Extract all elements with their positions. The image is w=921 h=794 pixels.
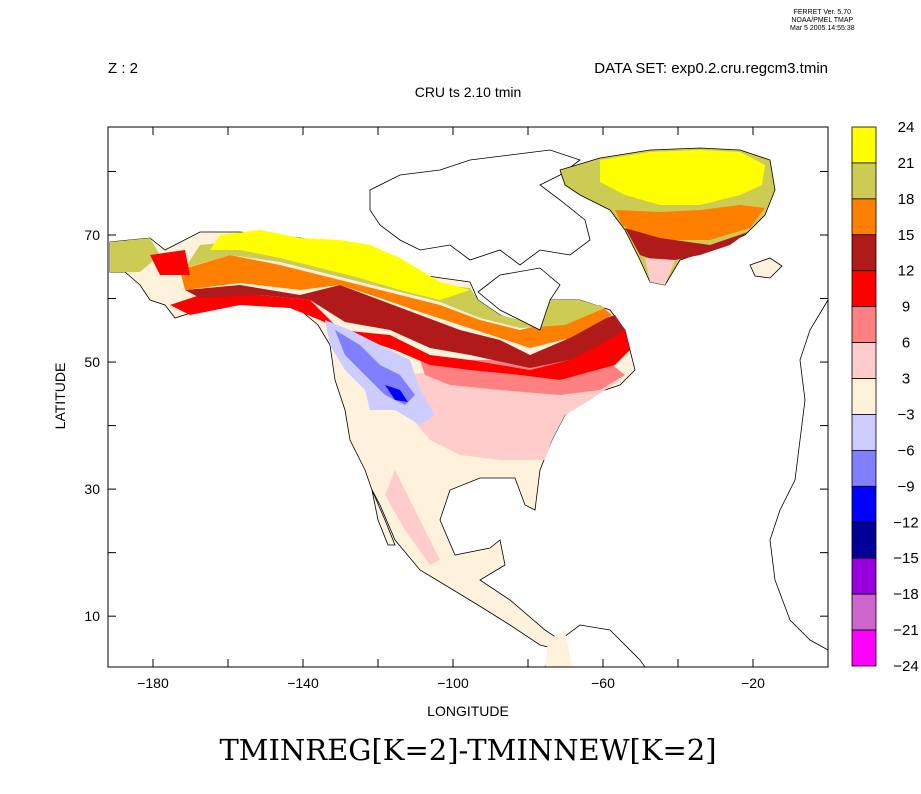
region-mexico-pink <box>385 470 440 565</box>
x-axis-label: LONGITUDE <box>427 703 509 719</box>
hudson-bay <box>477 267 561 331</box>
dataset-label: DATA SET: exp0.2.cru.regcm3.tmin <box>594 60 828 77</box>
org-line: NOAA/PMEL TMAP <box>791 17 854 24</box>
iceland <box>749 257 783 279</box>
colorbar-swatch <box>851 198 877 236</box>
date-line: Mar 5 2005 14:55:38 <box>790 25 855 32</box>
colorbar-swatch <box>851 234 877 272</box>
colorbar-label: −18 <box>893 586 918 603</box>
x-tick-label: −140 <box>287 675 319 691</box>
colorbar-label: 6 <box>902 335 910 352</box>
greenland-orange <box>615 205 765 240</box>
colorbar-label: 18 <box>898 191 915 208</box>
colorbar-swatch <box>851 593 877 631</box>
region-15-18 <box>180 255 612 348</box>
y-tick-label: 70 <box>84 227 100 243</box>
y-tick-label: 30 <box>84 481 100 497</box>
colorbar-swatch <box>851 342 877 379</box>
colorbar-label: 9 <box>902 299 910 316</box>
arctic-islands <box>369 149 591 266</box>
colorbar-swatch <box>851 414 877 451</box>
y-tick-label: 50 <box>84 354 100 370</box>
africa-europe <box>769 299 829 651</box>
z-level-label: Z : 2 <box>108 60 139 77</box>
colorbar-label: 24 <box>898 119 915 136</box>
colorbar-swatch <box>851 270 877 308</box>
version-line: FERRET Ver. 5.70 <box>793 9 852 16</box>
greenland-pink <box>645 258 675 285</box>
colorbar-swatch <box>851 485 877 523</box>
x-tick-label: −20 <box>741 675 765 691</box>
plot-frame <box>107 126 829 668</box>
x-tick-label: −180 <box>137 675 169 691</box>
greenland-yellow <box>600 150 765 205</box>
region-neg9-neg6 <box>385 385 408 402</box>
colorbar-label: 3 <box>902 371 910 388</box>
axis-ticks: −180 −140 −100 −60 −20 10 30 50 70 <box>84 127 828 691</box>
y-tick-label: 10 <box>84 608 100 624</box>
colorbar-swatch <box>851 629 877 667</box>
region-alaska-west <box>110 238 160 272</box>
colorbar-swatch <box>851 306 877 343</box>
region-alaska-west-red <box>150 250 190 275</box>
south-america-color <box>545 630 572 667</box>
colorbar-label: −6 <box>897 442 914 459</box>
y-axis-label: LATITUDE <box>52 362 68 430</box>
colorbar-swatch <box>851 378 877 415</box>
region-neg6-neg3 <box>335 330 415 405</box>
colorbar-label: −12 <box>893 514 918 531</box>
x-tick-label: −100 <box>437 675 469 691</box>
colorbar-label: −9 <box>897 478 914 495</box>
region-9-12 <box>170 295 630 380</box>
baja-california <box>371 489 396 546</box>
colorbar-label: 15 <box>898 227 915 244</box>
colorbar-label: −24 <box>893 658 918 675</box>
plot-subtitle: CRU ts 2.10 tmin <box>414 84 522 100</box>
region-12-15 <box>185 285 625 368</box>
colorbar-swatch <box>851 449 877 487</box>
x-tick-label: −60 <box>591 675 615 691</box>
colorbar-label: 21 <box>898 155 915 172</box>
colorbar-swatch <box>851 126 877 164</box>
colorbar: 24 21 18 15 12 9 6 3 −3 −6 −9 −12 −15 −18 −21 −24 <box>851 119 919 675</box>
region-21-24 <box>210 230 470 300</box>
plot-title: TMINREG[K=2]-TMINNEW[K=2] <box>219 733 717 767</box>
colorbar-label: 12 <box>898 263 915 280</box>
colorbar-label: −3 <box>897 406 914 423</box>
map-layer <box>109 147 829 668</box>
colorbar-swatch <box>851 521 877 559</box>
greenland-darkred <box>625 228 748 262</box>
colorbar-swatch <box>851 162 877 200</box>
colorbar-swatch <box>851 557 877 595</box>
colorbar-label: −15 <box>893 550 918 567</box>
ferret-version-stamp: FERRET Ver. 5.70 NOAA/PMEL TMAP Mar 5 20… <box>790 9 855 33</box>
colorbar-label: −21 <box>893 622 918 639</box>
